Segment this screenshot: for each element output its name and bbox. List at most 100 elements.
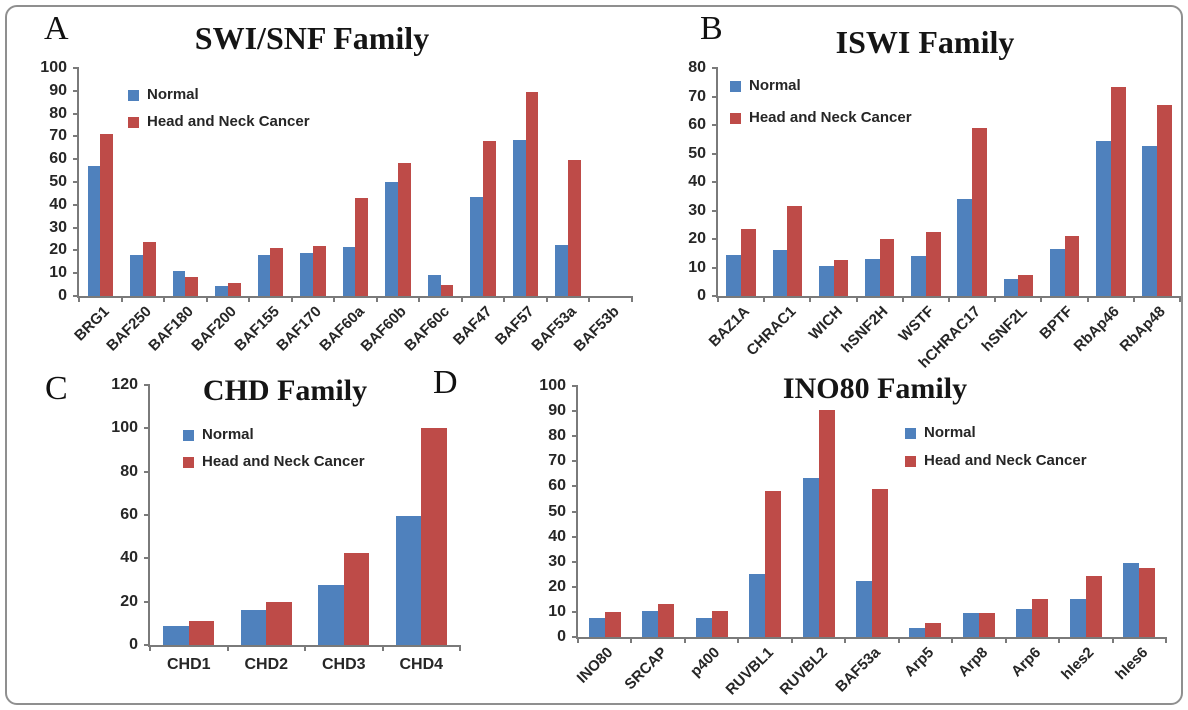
x-axis-category-label: p400	[687, 644, 724, 681]
y-axis-tick-mark	[73, 272, 79, 275]
legend-item-normal: Normal	[183, 426, 365, 444]
bar-normal-BAF250	[130, 254, 143, 296]
bar-cancer-Arp8	[978, 613, 995, 637]
y-axis-tick-mark	[144, 384, 150, 386]
bar-cancer-SRCAP	[658, 604, 675, 637]
x-axis-category-label: hIes2	[1058, 644, 1098, 684]
y-axis-tick-label: 70	[548, 452, 566, 470]
x-axis-tick-mark	[855, 296, 858, 302]
bar-cancer-BAF200	[227, 283, 241, 296]
plot-area: 0 10 20 30 40 50 60 70 80 BAZ1A CHRAC1 WICH hSNF2H WS…	[688, 60, 1181, 372]
legend-item-cancer: Head and Neck Cancer	[183, 453, 365, 471]
category-group-hIes6	[1113, 386, 1166, 637]
x-axis-tick-mark	[1058, 637, 1061, 643]
y-axis-tick-mark	[144, 600, 150, 603]
y-axis-tick-label: 0	[557, 628, 566, 645]
bar-cancer-hCHRAC17	[972, 127, 987, 296]
y-axis-tick-label: 40	[688, 173, 706, 190]
legend-label-normal: Normal	[924, 424, 976, 441]
y-axis-tick-label: 50	[548, 502, 566, 520]
y-axis-tick-mark	[572, 510, 578, 513]
legend-swatch-normal-icon	[183, 429, 194, 441]
category-group-CHRAC1	[764, 68, 810, 296]
x-axis-tick-mark	[630, 637, 633, 643]
x-axis-category-label: SRCAP	[621, 644, 671, 694]
x-axis-tick-mark	[226, 645, 229, 651]
category-group-WICH	[810, 68, 856, 296]
y-axis-tick-label: 80	[120, 462, 138, 480]
y-axis-tick-mark	[572, 460, 578, 463]
category-group-RbAp48	[1134, 68, 1180, 296]
y-axis-tick-mark	[73, 203, 79, 206]
y-axis-tick-label: 30	[49, 218, 67, 236]
category-group-BAF180	[164, 68, 207, 296]
y-axis-tick-label: 30	[688, 201, 706, 219]
y-axis-tick-mark	[73, 158, 79, 161]
x-axis-tick-mark	[577, 637, 579, 643]
x-axis-category-label: WSTF	[895, 303, 938, 346]
x-axis-category-label: Arp5	[901, 644, 938, 681]
bar-normal-BAF60c	[427, 275, 441, 296]
y-axis-tick-label: 10	[49, 264, 67, 282]
x-axis-category-label: BAF180	[145, 303, 198, 355]
bar-normal-hIes2	[1069, 599, 1086, 637]
legend-label-cancer: Head and Neck Cancer	[202, 453, 365, 470]
category-group-RbAp46	[1088, 68, 1134, 296]
legend: Normal Head and Neck Cancer	[183, 426, 365, 471]
y-axis-tick-label: 80	[548, 427, 566, 445]
y-axis-tick-mark	[572, 410, 578, 413]
category-group-BAF53a	[547, 68, 590, 296]
legend-item-normal: Normal	[730, 77, 912, 95]
y-axis-tick-mark	[572, 560, 578, 563]
x-axis-category-label: INO80	[574, 644, 617, 687]
category-group-CHD2	[228, 385, 306, 645]
y-axis-tick-label: 100	[539, 377, 566, 394]
y-axis-tick-label: 70	[688, 87, 706, 105]
y-axis-tick-mark	[144, 557, 150, 560]
y-axis-tick-mark	[144, 427, 150, 430]
y-axis-tick-mark	[572, 435, 578, 438]
chart-title-chd: CHD Family	[202, 374, 368, 407]
bar-cancer-Arp6	[1032, 599, 1049, 637]
plot-area: 0 10 20 30 40 50 60 70 80 90 100 BRG1 BAF250 BAF180 BA…	[40, 60, 633, 355]
legend-swatch-cancer-icon	[183, 456, 194, 468]
bar-normal-WSTF	[911, 256, 926, 296]
y-axis-tick-mark	[73, 295, 79, 297]
legend-swatch-cancer-icon	[905, 455, 916, 467]
x-axis-category-label: BAF170	[273, 303, 325, 355]
x-axis-tick-mark	[459, 645, 461, 651]
bar-normal-WICH	[818, 266, 834, 296]
y-axis-tick-mark	[73, 112, 79, 115]
bar-normal-p400	[695, 618, 712, 637]
category-group-RUVBL1	[738, 386, 791, 637]
bar-normal-BAF60a	[342, 246, 356, 296]
bar-normal-BAF57	[512, 139, 526, 296]
plot-area: 0 20 40 60 80 100 120 CHD1 CHD2 CHD3 CHD4	[111, 377, 461, 673]
bar-normal-BAF53a	[855, 580, 872, 637]
category-group-p400	[685, 386, 738, 637]
x-axis-tick-mark	[683, 637, 686, 643]
y-axis-tick-label: 20	[548, 577, 566, 595]
x-axis-category-label: BAF250	[103, 303, 155, 355]
bar-cancer-BAF53a	[568, 160, 581, 296]
bar-normal-BAF180	[172, 270, 186, 296]
y-axis-tick-mark	[712, 266, 718, 269]
x-axis-category-label: BAF53a	[832, 644, 885, 696]
x-axis-category-label: CHD3	[321, 656, 366, 673]
x-axis-category-label: Arp6	[1008, 644, 1045, 681]
y-axis-tick-mark	[73, 226, 79, 229]
category-group-BRG1	[79, 68, 122, 296]
category-group-BAF250	[122, 68, 165, 296]
y-axis-tick-label: 60	[49, 150, 67, 168]
bar-normal-RUVBL2	[802, 477, 819, 637]
bar-normal-CHD1	[163, 625, 189, 645]
x-axis-category-label: hIes6	[1112, 644, 1152, 684]
bar-normal-BAF60b	[385, 182, 398, 296]
y-axis-tick-label: 40	[49, 195, 67, 213]
y-axis-tick-mark	[572, 636, 578, 638]
legend: Normal Head and Neck Cancer	[730, 77, 912, 127]
bar-normal-SRCAP	[642, 610, 659, 637]
x-axis-category-label: CHD1	[166, 656, 211, 673]
bar-normal-BRG1	[87, 166, 101, 296]
